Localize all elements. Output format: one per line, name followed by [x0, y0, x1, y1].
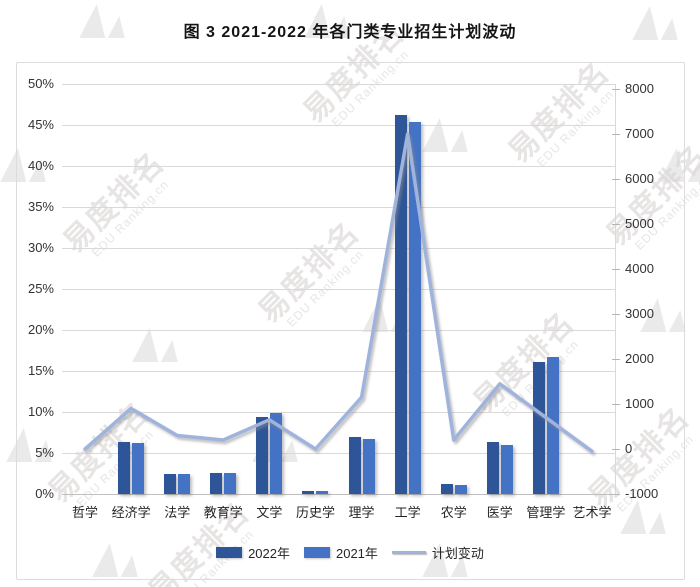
gridline-50% — [62, 84, 615, 85]
right-axis-tick-2000: 2000 — [625, 351, 654, 366]
x-label-理学: 理学 — [348, 505, 375, 520]
bar-2021年-医学 — [500, 444, 513, 494]
bar-2021年-理学 — [362, 439, 375, 494]
gridline-35% — [62, 207, 615, 208]
bar-2021年-教育学 — [224, 472, 237, 494]
legend-swatch-2021年 — [303, 547, 330, 558]
gridline-25% — [62, 289, 615, 290]
x-label-艺术学: 艺术学 — [572, 505, 612, 520]
right-axis-tick-4000: 4000 — [625, 261, 654, 276]
gridline-30% — [62, 248, 615, 249]
right-axis-tickmark-7000 — [612, 134, 620, 135]
bar-2022年-文学 — [256, 416, 269, 494]
legend-swatch-2022年 — [216, 547, 243, 558]
right-axis-tick-6000: 6000 — [625, 171, 654, 186]
right-axis-tickmark-2000 — [612, 359, 620, 360]
bar-2022年-经济学 — [118, 442, 131, 494]
left-axis-tick-0%: 0% — [35, 486, 54, 501]
legend-swatch-计划变动 — [391, 551, 426, 554]
right-axis-tickmark-4000 — [612, 269, 620, 270]
bar-2021年-管理学 — [546, 357, 559, 494]
legend-item-2021年: 2021年 — [303, 543, 378, 562]
bar-2022年-医学 — [486, 442, 499, 494]
left-axis-tick-45%: 45% — [27, 117, 54, 132]
right-axis-tickmark-6000 — [612, 179, 620, 180]
left-axis-tick-25%: 25% — [27, 281, 54, 296]
right-axis-tickmark-3000 — [612, 314, 620, 315]
left-axis-tick-30%: 30% — [27, 240, 54, 255]
left-axis-tick-15%: 15% — [27, 363, 54, 378]
left-axis-tick-50%: 50% — [27, 76, 54, 91]
x-label-文学: 文学 — [256, 505, 283, 520]
left-axis-tick-5%: 5% — [35, 445, 54, 460]
x-axis-line — [62, 494, 615, 495]
legend-item-计划变动: 计划变动 — [391, 543, 484, 562]
right-axis-tick-8000: 8000 — [625, 81, 654, 96]
bar-2022年-教育学 — [210, 472, 223, 494]
bar-2021年-法学 — [178, 474, 191, 494]
right-axis-tickmark-8000 — [612, 89, 620, 90]
legend: 2022年 2021年 计划变动 — [0, 543, 700, 562]
x-label-医学: 医学 — [486, 505, 513, 520]
x-label-经济学: 经济学 — [111, 505, 151, 520]
chart-border-box — [16, 62, 685, 580]
bar-2021年-经济学 — [132, 443, 145, 494]
bar-2021年-工学 — [408, 121, 421, 494]
gridline-20% — [62, 330, 615, 331]
right-axis-tick--1000: -1000 — [625, 486, 659, 501]
bar-2022年-管理学 — [532, 361, 545, 494]
right-axis-tick-5000: 5000 — [625, 216, 654, 231]
chart-title: 图 3 2021-2022 年各门类专业招生计划波动 — [183, 24, 517, 41]
bar-2022年-农学 — [440, 484, 453, 494]
right-axis-tick-3000: 3000 — [625, 306, 654, 321]
bar-2022年-理学 — [348, 436, 361, 494]
right-axis-tick-0: 0 — [625, 441, 633, 456]
right-axis-tick-7000: 7000 — [625, 126, 654, 141]
right-axis-tickmark-5000 — [612, 224, 620, 225]
x-label-农学: 农学 — [440, 505, 467, 520]
x-label-哲学: 哲学 — [72, 505, 99, 520]
x-label-管理学: 管理学 — [526, 505, 566, 520]
bar-2022年-历史学 — [302, 490, 315, 494]
x-label-工学: 工学 — [394, 505, 421, 520]
bar-2021年-文学 — [270, 412, 283, 494]
legend-label-2021年: 2021年 — [335, 546, 378, 561]
bar-2021年-历史学 — [316, 490, 329, 494]
x-label-历史学: 历史学 — [295, 505, 335, 520]
gridline-45% — [62, 125, 615, 126]
left-axis-tick-40%: 40% — [27, 158, 54, 173]
legend-item-2022年: 2022年 — [216, 543, 290, 562]
bar-2021年-农学 — [454, 484, 467, 494]
left-axis-tick-20%: 20% — [27, 322, 54, 337]
right-axis-tickmark-1000 — [612, 404, 620, 405]
left-axis-tick-10%: 10% — [27, 404, 54, 419]
bar-2022年-工学 — [394, 115, 407, 494]
legend-label-计划变动: 计划变动 — [431, 546, 484, 561]
gridline-40% — [62, 166, 615, 167]
bar-2022年-法学 — [164, 474, 177, 494]
right-axis-tickmark--1000 — [612, 494, 620, 495]
x-label-教育学: 教育学 — [203, 505, 243, 520]
x-label-法学: 法学 — [164, 505, 191, 520]
left-axis-tick-35%: 35% — [27, 199, 54, 214]
gridline-5% — [62, 453, 615, 454]
right-axis-tickmark-0 — [612, 449, 620, 450]
plot-right-border — [615, 84, 616, 494]
right-axis-tick-1000: 1000 — [625, 396, 654, 411]
legend-label-2022年: 2022年 — [248, 546, 290, 561]
